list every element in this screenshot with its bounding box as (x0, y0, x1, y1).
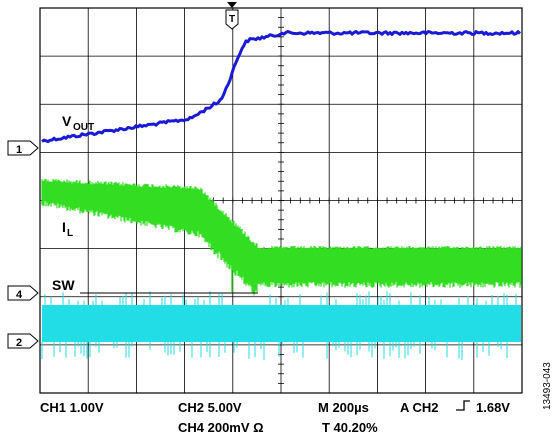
ch2-setting: CH2 5.00V (178, 400, 242, 415)
svg-text:I: I (62, 219, 66, 235)
svg-text:4: 4 (16, 289, 23, 301)
il-trace (41, 179, 522, 296)
svg-text:1: 1 (16, 144, 22, 156)
vout-trace (41, 30, 522, 144)
sw-trace (41, 291, 521, 360)
svg-text:2: 2 (16, 337, 22, 349)
il-band (41, 179, 522, 296)
ch4-marker: 4 (7, 285, 39, 301)
trigger-level: 1.68V (476, 400, 510, 415)
rising-edge-icon (456, 400, 470, 411)
ch1-setting: CH1 1.00V (40, 400, 104, 415)
ch4-setting: CH4 200mV Ω (178, 420, 264, 435)
sw-spikes (41, 291, 517, 360)
timebase-setting: M 200µs (318, 400, 369, 415)
ch1-marker: 1 (7, 140, 39, 156)
svg-text:L: L (67, 228, 73, 239)
il-label: I L (62, 219, 73, 239)
trigger-marker: T (225, 2, 239, 30)
trigger-source: A CH2 (400, 400, 439, 415)
figure-id: 13493-043 (542, 362, 553, 410)
svg-text:OUT: OUT (73, 122, 94, 133)
trigger-position: T 40.20% (322, 420, 378, 435)
svg-text:V: V (62, 113, 72, 129)
sw-label: SW (52, 277, 75, 293)
svg-text:T: T (229, 14, 235, 25)
sw-band (42, 305, 521, 342)
vout-label: V OUT (62, 113, 94, 133)
ch2-marker: 2 (7, 333, 39, 349)
